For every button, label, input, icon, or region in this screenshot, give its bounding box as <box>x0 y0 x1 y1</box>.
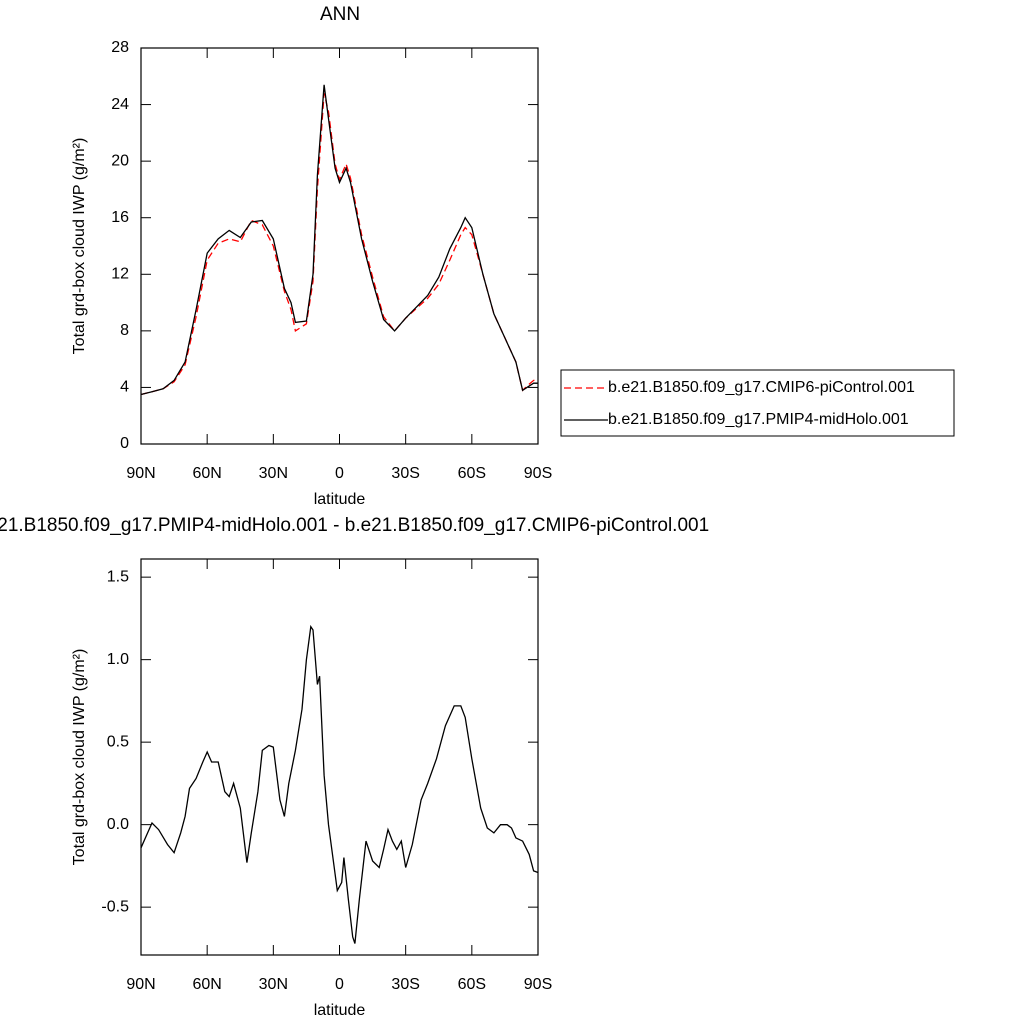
y-axis-label: Total grd-box cloud IWP (g/m²) <box>71 649 88 866</box>
y-tick-label: 28 <box>111 39 129 56</box>
x-tick-label: 30S <box>391 465 419 482</box>
x-tick-label: 60S <box>458 976 486 993</box>
legend-label: b.e21.B1850.f09_g17.PMIP4-midHolo.001 <box>608 411 909 428</box>
y-tick-label: 0.5 <box>107 733 129 750</box>
x-tick-label: 90N <box>126 976 155 993</box>
x-tick-label: 0 <box>335 465 344 482</box>
legend-box <box>560 369 955 437</box>
y-axis-label: Total grd-box cloud IWP (g/m²) <box>71 138 88 355</box>
y-tick-label: 1.5 <box>107 568 129 585</box>
plot-frame <box>140 47 539 445</box>
x-tick-label: 60S <box>458 465 486 482</box>
y-tick-label: 20 <box>111 152 129 169</box>
x-tick-label: 30S <box>391 976 419 993</box>
legend-label: b.e21.B1850.f09_g17.CMIP6-piControl.001 <box>608 379 915 396</box>
x-tick-label: 60N <box>192 976 221 993</box>
y-tick-label: 16 <box>111 209 129 226</box>
y-tick-label: -0.5 <box>101 898 129 915</box>
x-axis-label: latitude <box>314 1002 366 1019</box>
chart-title: b.e21.B1850.f09_g17.PMIP4-midHolo.001 - … <box>0 515 709 536</box>
y-tick-label: 4 <box>120 379 129 396</box>
chart-title: ANN <box>320 4 360 25</box>
x-tick-label: 30N <box>259 976 288 993</box>
x-tick-label: 90S <box>524 976 552 993</box>
y-tick-label: 1.0 <box>107 651 129 668</box>
data-line <box>140 84 538 396</box>
data-line <box>140 624 539 944</box>
y-tick-label: 12 <box>111 266 129 283</box>
x-tick-label: 90S <box>524 465 552 482</box>
y-tick-label: 0 <box>120 435 129 452</box>
x-axis-label: latitude <box>314 491 366 508</box>
x-tick-label: 0 <box>335 976 344 993</box>
x-tick-label: 30N <box>259 465 288 482</box>
y-tick-label: 8 <box>120 322 129 339</box>
y-tick-label: 0.0 <box>107 816 129 833</box>
data-line <box>140 93 539 396</box>
x-tick-label: 90N <box>126 465 155 482</box>
x-tick-label: 60N <box>192 465 221 482</box>
plot-frame <box>140 558 539 956</box>
y-tick-label: 24 <box>111 96 129 113</box>
